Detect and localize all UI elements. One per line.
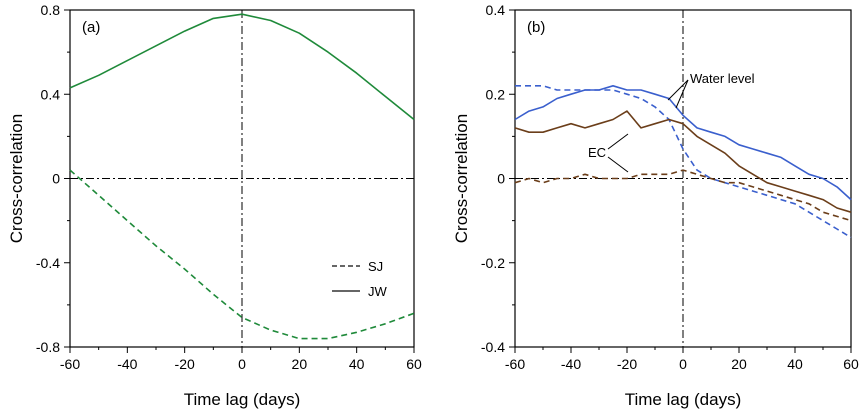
series-line-water-level-sj [515,85,852,239]
annotation-water-level: Water level [690,71,755,86]
y-tick-label: -0.2 [481,255,505,271]
y-tick-label: -0.4 [481,339,505,355]
x-tick-label: 0 [238,356,246,372]
y-tick-label: 0 [497,171,505,187]
x-tick-label: -40 [117,356,137,372]
panel-b: -60 -40 -20 0 20 40 60 -0.4 -0.2 0 0.2 0.4 Time lag … [452,2,859,409]
y-tick-label: 0.8 [41,2,61,18]
annotation-ec: EC [588,145,606,160]
y-tick-label: 0.4 [41,86,61,102]
x-tick-label: -20 [175,356,195,372]
x-tick-label: 0 [679,356,687,372]
x-tick-label: 60 [843,356,859,372]
x-tick-label: 60 [406,356,422,372]
series-line-sj [69,169,415,340]
series-line-jw [69,13,415,121]
series-line-ec-sj [514,169,852,222]
x-tick-label: 40 [787,356,803,372]
y-tick-label: 0 [52,171,60,187]
panel-label: (b) [527,19,545,36]
y-tick-label: -0.8 [36,339,60,355]
y-axis-title: Cross-correlation [7,114,26,243]
x-tick-label: 20 [731,356,747,372]
x-tick-label: -40 [561,356,581,372]
y-axis-title: Cross-correlation [452,114,471,243]
series-line-ec-jw [514,110,852,213]
annotation-leader [675,79,689,109]
series-line-water-level-jw [514,85,852,201]
annotation-leader [667,79,689,101]
x-tick-label: 40 [349,356,365,372]
x-tick-label: 20 [292,356,308,372]
y-tick-label: -0.4 [36,255,60,271]
x-axis-title: Time lag (days) [625,390,742,409]
x-tick-label: -60 [505,356,525,372]
x-tick-label: -20 [617,356,637,372]
y-tick-label: 0.2 [486,86,506,102]
legend-label-sj: SJ [368,259,383,274]
annotation-leader [607,156,629,173]
y-tick-label: 0.4 [486,2,506,18]
x-axis-title: Time lag (days) [184,390,301,409]
annotation-leader [607,133,629,150]
legend-label-jw: JW [368,284,388,299]
panel-a: -60 -40 -20 0 20 40 60 -0.8 -0.4 0 0.4 0.8 Time lag … [7,2,422,409]
panel-label: (a) [82,19,100,36]
x-tick-label: -60 [60,356,80,372]
